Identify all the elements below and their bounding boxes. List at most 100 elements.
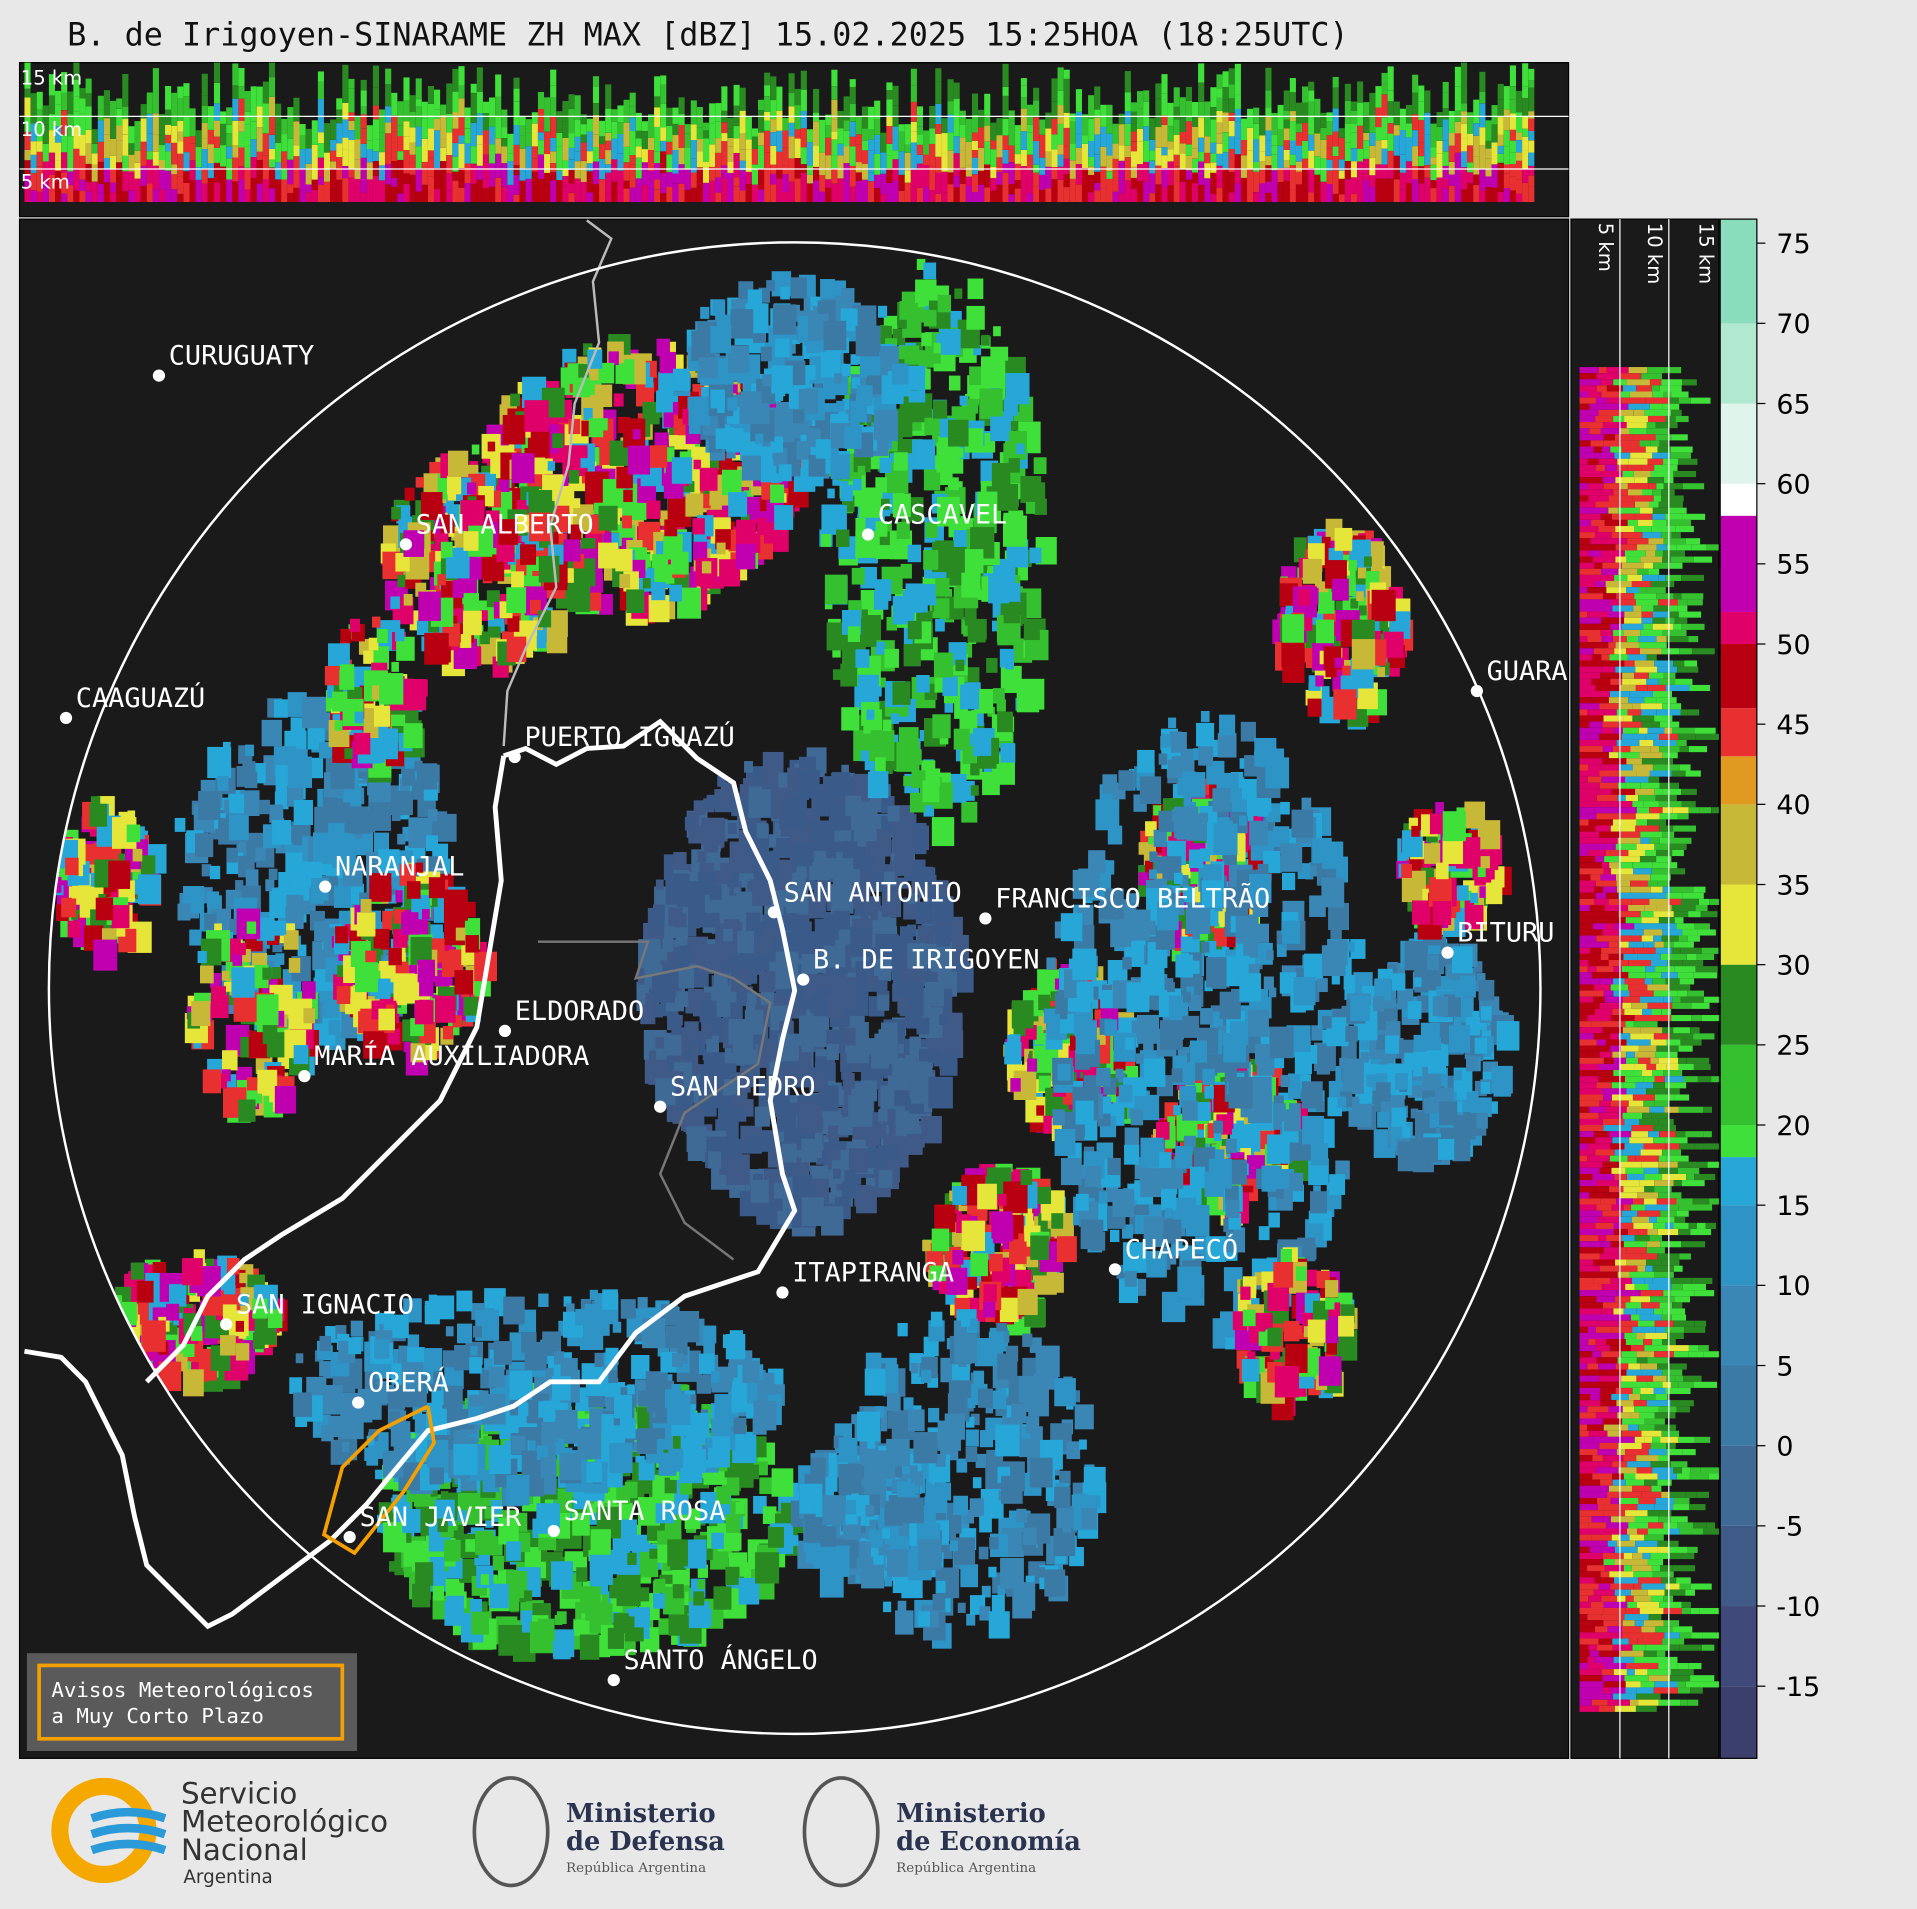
section-cell <box>1057 154 1064 167</box>
section-cell <box>959 137 966 151</box>
section-cell <box>1528 80 1535 88</box>
echo-cell <box>976 736 992 756</box>
section-cell <box>1259 183 1266 203</box>
section-cell <box>1295 171 1303 185</box>
section-cell <box>800 193 807 203</box>
echo-cell <box>882 719 892 732</box>
section-cell <box>953 187 960 203</box>
section-cell <box>819 191 826 203</box>
top-section-echoes <box>24 62 1535 203</box>
section-cell <box>1308 101 1315 117</box>
section-cell <box>470 146 477 164</box>
section-cell <box>48 152 56 175</box>
section-cell <box>158 189 166 203</box>
section-cell <box>1326 184 1333 203</box>
section-cell <box>1344 123 1351 143</box>
section-cell <box>935 193 942 203</box>
section-cell <box>103 182 111 203</box>
section-cell <box>654 179 661 190</box>
section-cell <box>861 106 869 129</box>
section-cell <box>85 163 92 183</box>
echo-cell <box>882 1110 894 1126</box>
section-cell <box>1198 184 1205 203</box>
section-cell <box>1179 153 1186 169</box>
section-cell <box>1014 163 1021 180</box>
section-cell <box>1008 162 1015 185</box>
section-cell <box>776 86 783 111</box>
section-cell <box>696 151 703 168</box>
section-cell <box>1460 189 1468 203</box>
section-cell <box>1289 78 1296 93</box>
echo-cell <box>697 1579 705 1590</box>
echo-cell <box>838 874 848 887</box>
echo-cell <box>703 1339 715 1355</box>
section-cell <box>458 84 465 99</box>
section-cell <box>1295 123 1303 133</box>
section-cell <box>1277 104 1284 130</box>
section-cell <box>1210 172 1217 195</box>
echo-cell <box>783 797 807 829</box>
section-cell <box>831 131 838 140</box>
section-cell <box>1467 162 1474 173</box>
section-cell <box>947 79 954 102</box>
section-cell <box>513 165 520 176</box>
echo-cell <box>602 1289 618 1310</box>
section-cell <box>788 92 795 107</box>
section-cell <box>244 90 251 112</box>
echo-cell <box>908 893 917 904</box>
section-cell <box>1161 74 1168 94</box>
section-cell <box>1051 118 1058 135</box>
section-cell <box>696 167 703 188</box>
section-cell <box>1234 121 1241 139</box>
echo-cell <box>503 1296 525 1325</box>
section-cell <box>660 127 667 141</box>
echo-cell <box>623 489 633 503</box>
section-cell <box>103 90 111 105</box>
echo-cell <box>841 1027 856 1046</box>
echo-cell <box>667 1454 681 1472</box>
echo-cell <box>997 711 1013 733</box>
section-cell <box>1112 158 1119 178</box>
echo-cell <box>965 615 974 626</box>
section-cell <box>1509 113 1516 130</box>
section-cell <box>1399 154 1406 173</box>
section-cell <box>819 175 826 192</box>
echo-cell <box>404 487 415 501</box>
section-cell <box>91 153 98 165</box>
section-cell <box>513 101 520 125</box>
section-cell <box>1014 179 1021 189</box>
echo-cell <box>774 505 794 530</box>
section-cell <box>1430 188 1437 203</box>
echo-cell <box>825 1192 835 1204</box>
echo-cell <box>295 1353 304 1364</box>
echo-cell <box>627 1384 635 1395</box>
echo-cell <box>732 1431 757 1464</box>
section-cell <box>482 130 490 155</box>
section-cell <box>1405 137 1413 162</box>
section-cell <box>372 119 379 140</box>
section-cell <box>1479 127 1486 146</box>
section-cell <box>1063 101 1070 113</box>
section-cell <box>1424 177 1431 203</box>
section-cell <box>311 179 318 190</box>
section-cell <box>800 147 807 165</box>
section-cell <box>592 76 600 87</box>
section-cell <box>696 187 703 203</box>
section-cell <box>495 96 502 116</box>
section-cell <box>1020 166 1027 184</box>
section-cell <box>739 160 746 171</box>
echo-cell <box>955 659 965 672</box>
section-cell <box>268 77 276 97</box>
section-cell <box>226 146 233 159</box>
section-cell <box>794 129 801 139</box>
echo-cell <box>884 648 899 668</box>
section-cell <box>513 77 520 89</box>
echo-cell <box>671 457 693 484</box>
section-cell <box>1515 140 1523 153</box>
echo-cell <box>726 1138 742 1160</box>
section-cell <box>232 145 239 158</box>
echo-cell <box>649 1548 658 1559</box>
section-cell <box>1418 156 1425 167</box>
section-cell <box>1143 90 1150 102</box>
section-cell <box>317 143 324 158</box>
